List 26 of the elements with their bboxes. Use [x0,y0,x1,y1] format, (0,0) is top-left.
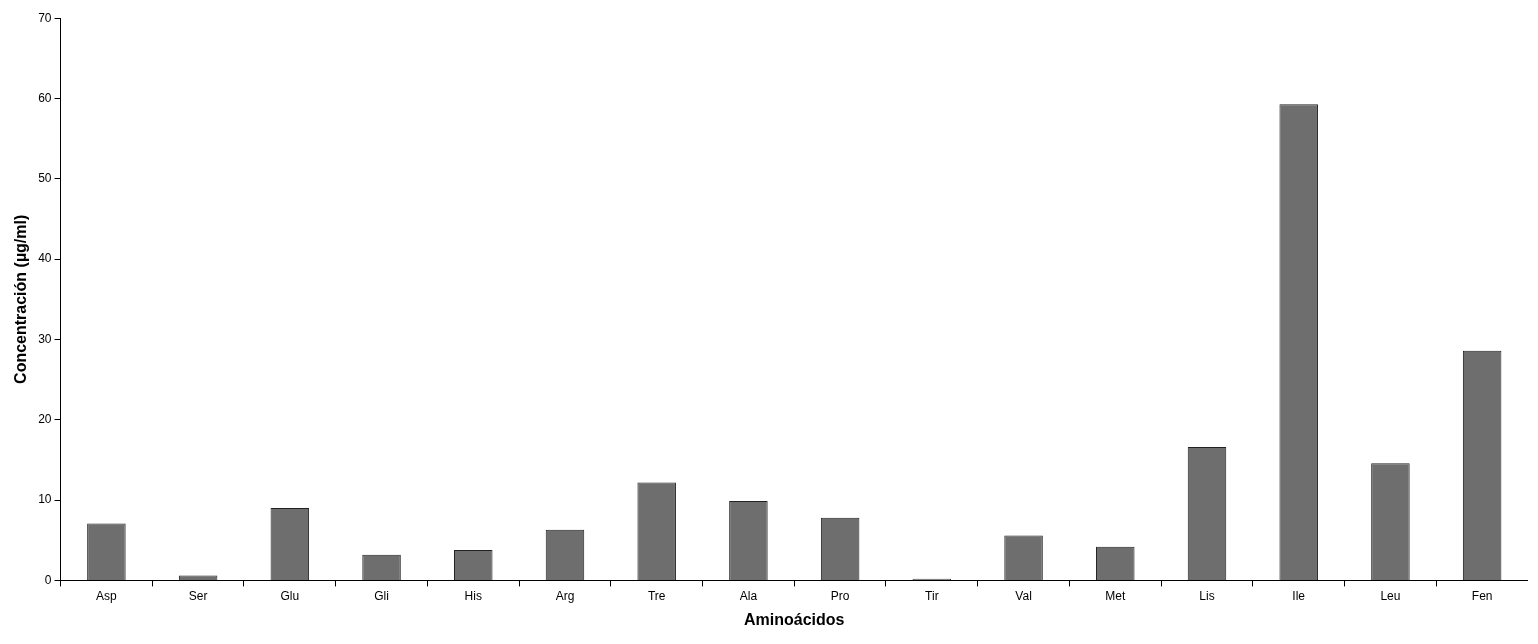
x-axis-title: Aminoácidos [744,610,845,628]
y-tick-label: 40 [38,251,52,266]
x-tick-label: His [464,588,482,603]
x-tick-label: Ala [739,588,758,603]
x-tick-label: Arg [555,588,575,603]
y-tick-label: 50 [38,171,52,186]
x-tick-label: Fen [1471,588,1493,603]
y-tick-label: 30 [38,331,52,346]
x-tick-label: Leu [1380,588,1401,603]
y-tick-label: 70 [38,10,52,25]
x-tick-label: Asp [96,588,118,603]
x-tick-label: Tre [647,588,666,603]
x-tick-label: Pro [830,588,850,603]
x-tick-label: Ile [1292,588,1306,603]
y-tick-label: 10 [38,492,52,507]
x-tick-label: Ser [188,588,208,603]
x-tick-label: Tir [925,588,939,603]
x-tick-label: Lis [1199,588,1215,603]
x-tick-label: Glu [280,588,300,603]
x-tick-label: Gli [374,588,389,603]
y-tick-label: 20 [38,412,52,427]
y-axis-title: Concentración (µg/ml) [12,214,30,384]
y-tick-label: 60 [38,90,52,105]
y-tick-label: 0 [44,572,52,587]
x-tick-label: Met [1105,588,1126,603]
x-tick-label: Val [1015,588,1032,603]
